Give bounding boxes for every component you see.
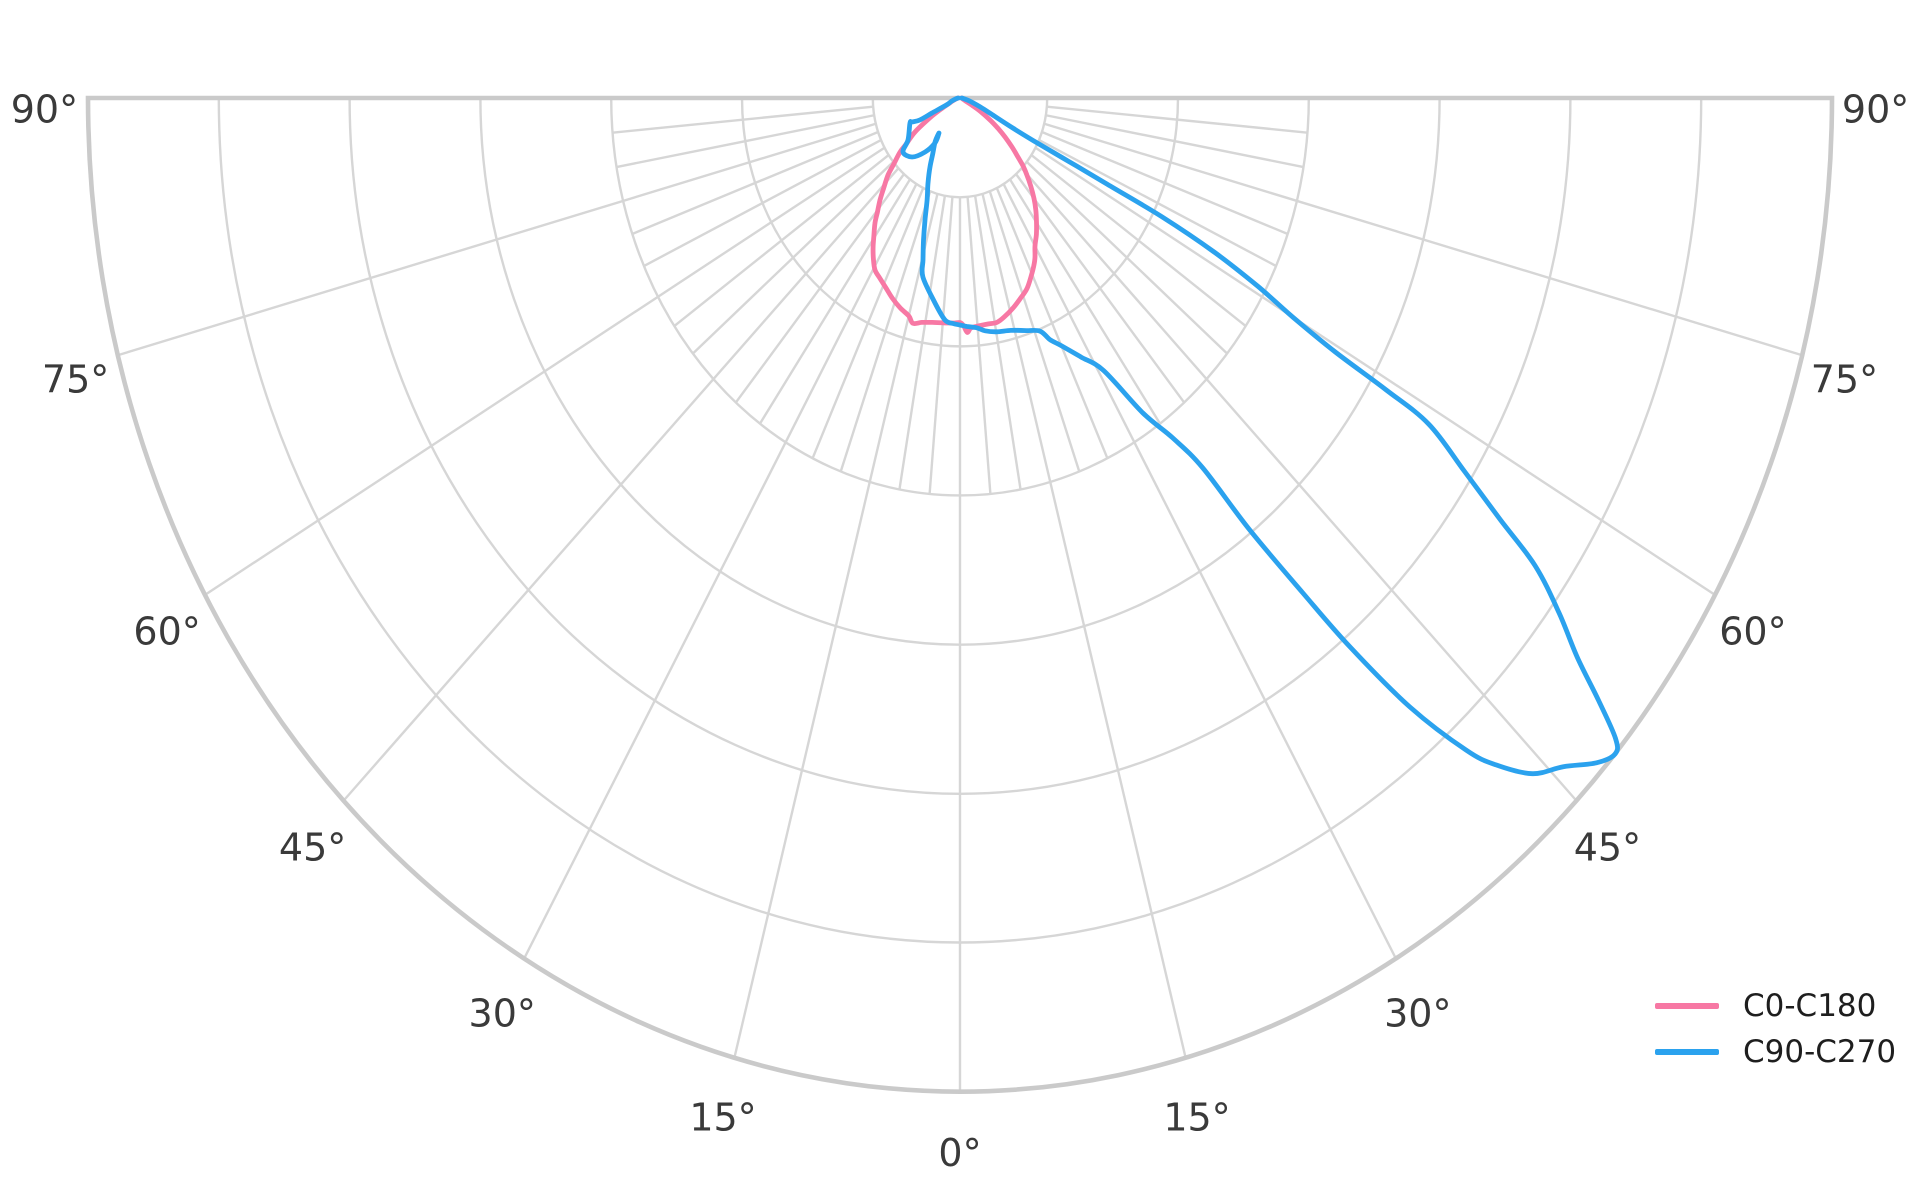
angle-gridline-minor (1041, 130, 1289, 236)
angle-gridline-minor (616, 114, 875, 169)
angle-tick-label: 30° (469, 991, 536, 1035)
angle-gridline-major (117, 122, 877, 357)
angle-gridline-minor (1046, 105, 1308, 134)
angle-gridline-major (1002, 183, 1398, 960)
angle-tick-labels: 90° 75° 60° 45° 30° 15° 0° 15° 30° 45° 60° 75° 90° (11, 88, 1910, 1176)
angle-tick-label: 60° (133, 609, 200, 653)
legend-label-c0-c180: C0-C180 (1743, 987, 1877, 1024)
angle-gridline-minor (928, 196, 954, 495)
angle-gridline-minor (1025, 161, 1229, 355)
angle-gridline-major (733, 193, 939, 1059)
angle-gridline-minor (691, 161, 895, 355)
angle-tick-label: 45° (279, 826, 346, 870)
angle-gridline-minor (1038, 138, 1277, 268)
angle-gridline-major (342, 167, 900, 802)
angle-gridline-major (1034, 146, 1716, 597)
angle-gridline-major (1043, 122, 1803, 357)
angle-tick-label: 0° (938, 1131, 981, 1175)
legend-item-c90-c270: C90-C270 (1655, 1029, 1896, 1075)
legend-swatch-c90-c270 (1655, 1049, 1719, 1055)
angle-tick-label: 60° (1719, 609, 1786, 653)
angle-gridline-minor (811, 187, 925, 459)
angle-gridline-minor (758, 178, 912, 425)
angle-tick-label: 75° (1811, 358, 1878, 402)
angle-gridline-minor (673, 154, 890, 327)
angle-gridline-minor (973, 195, 1022, 490)
legend-label-c90-c270: C90-C270 (1743, 1033, 1897, 1070)
angle-tick-label: 15° (689, 1096, 756, 1140)
angle-gridline-minor (1015, 173, 1186, 404)
angle-gridline-minor (1030, 154, 1247, 327)
angle-gridline-minor (631, 130, 879, 236)
angle-gridline-minor (839, 191, 932, 472)
angle-gridline-minor (643, 138, 882, 268)
angle-tick-label: 90° (11, 88, 78, 132)
angle-gridline-minor (898, 195, 947, 490)
polar-grid (117, 97, 1803, 1092)
angle-gridline-major (1020, 167, 1578, 802)
angle-gridline-minor (1045, 114, 1304, 169)
angle-tick-label: 15° (1163, 1096, 1230, 1140)
angle-tick-label: 75° (42, 358, 109, 402)
legend: C0-C180 C90-C270 (1655, 983, 1896, 1075)
angle-gridline-minor (995, 187, 1109, 459)
angle-gridline-minor (966, 196, 992, 495)
angle-gridline-major (981, 193, 1187, 1059)
legend-item-c0-c180: C0-C180 (1655, 983, 1896, 1029)
legend-swatch-c0-c180 (1655, 1003, 1719, 1009)
angle-tick-label: 30° (1384, 991, 1451, 1035)
angle-tick-label: 90° (1842, 88, 1909, 132)
angle-gridline-minor (612, 105, 874, 134)
angle-gridline-major (204, 146, 886, 597)
angle-gridline-major (522, 183, 918, 960)
curve-c90-c270 (900, 95, 1620, 777)
angle-tick-label: 45° (1574, 826, 1641, 870)
